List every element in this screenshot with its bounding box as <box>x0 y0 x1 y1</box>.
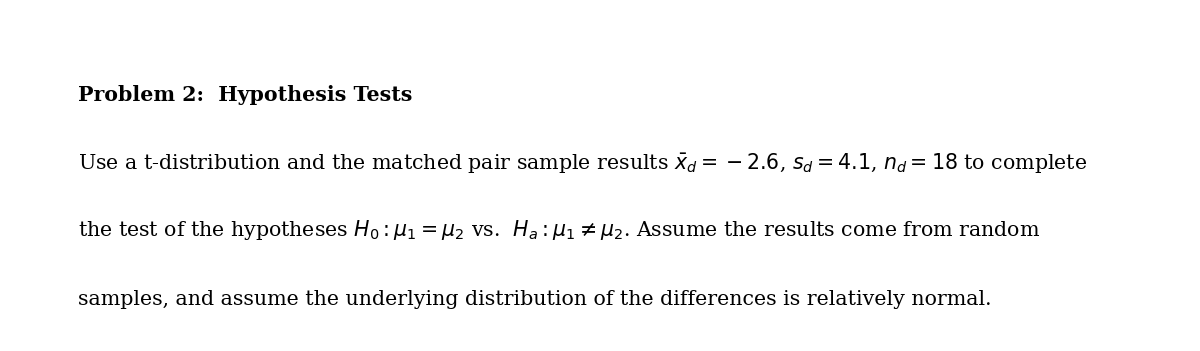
Text: the test of the hypotheses $H_0 : \mu_1 = \mu_2$ vs.  $H_a : \mu_1 \neq \mu_2$. : the test of the hypotheses $H_0 : \mu_1 … <box>78 218 1040 242</box>
Text: samples, and assume the underlying distribution of the differences is relatively: samples, and assume the underlying distr… <box>78 290 991 309</box>
Text: Problem 2:  Hypothesis Tests: Problem 2: Hypothesis Tests <box>78 85 413 105</box>
Text: Use a t-distribution and the matched pair sample results $\bar{x}_d = -2.6$, $s_: Use a t-distribution and the matched pai… <box>78 151 1087 176</box>
